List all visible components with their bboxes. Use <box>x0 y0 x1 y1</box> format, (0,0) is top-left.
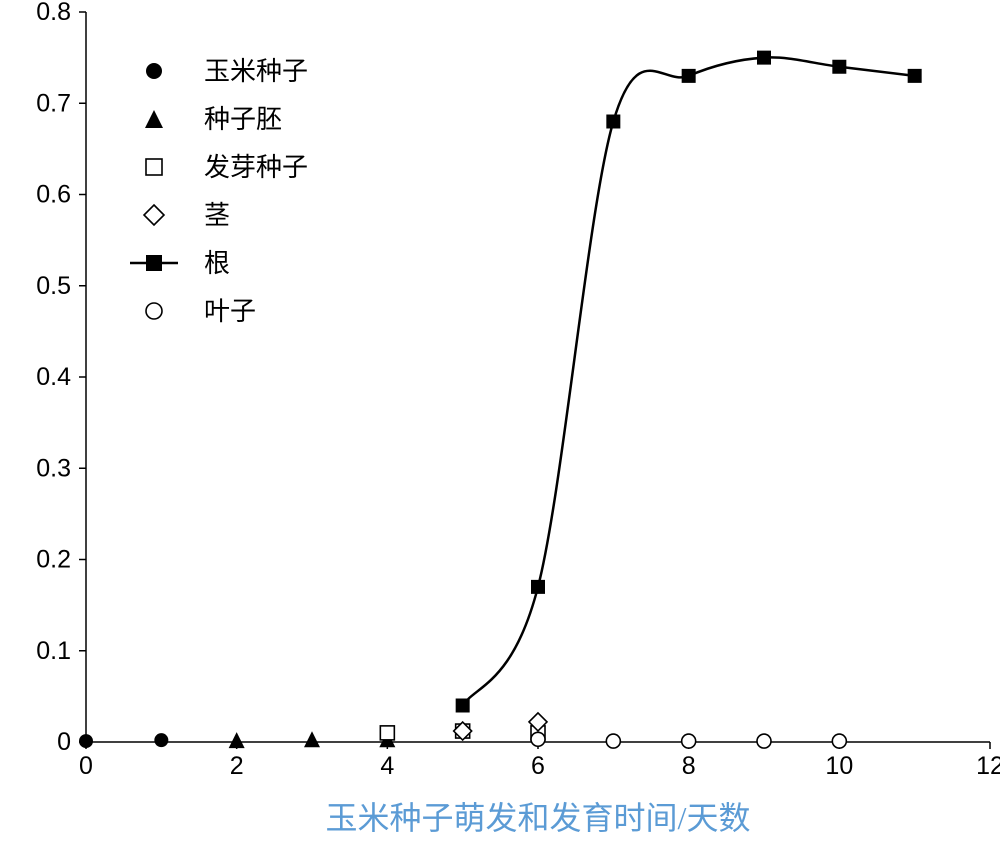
legend-label: 发芽种子 <box>204 153 308 182</box>
x-axis-label: 玉米种子萌发和发育时间/天数 <box>326 800 751 836</box>
x-tick-label: 6 <box>531 752 545 780</box>
chart-container: 0 0.1 0.2 0.3 0.4 0.5 0.6 0.7 0.8 0 2 4 6 8 10 12 玉米种子萌发… <box>0 0 1000 847</box>
y-tick-label: 0 <box>57 728 71 756</box>
y-tick-label: 0.1 <box>36 637 71 665</box>
legend-label: 叶子 <box>204 297 256 326</box>
legend-label: 根 <box>204 249 230 278</box>
x-tick-label: 8 <box>682 752 696 780</box>
x-tick-label: 12 <box>976 752 1000 780</box>
y-tick-label: 0.5 <box>36 272 71 300</box>
legend-label: 种子胚 <box>204 105 282 134</box>
x-tick-label: 2 <box>230 752 244 780</box>
x-tick-label: 0 <box>79 752 93 780</box>
y-tick-label: 0.7 <box>36 89 71 117</box>
y-tick-label: 0.8 <box>36 0 71 26</box>
y-tick-label: 0.6 <box>36 181 71 209</box>
x-tick-label: 4 <box>380 752 394 780</box>
y-tick-label: 0.3 <box>36 454 71 482</box>
x-tick-label: 10 <box>825 752 853 780</box>
legend-label: 玉米种子 <box>204 57 308 86</box>
legend-label: 茎 <box>204 201 230 230</box>
y-tick-label: 0.2 <box>36 546 71 574</box>
y-tick-label: 0.4 <box>36 363 71 391</box>
chart-svg: 0 0.1 0.2 0.3 0.4 0.5 0.6 0.7 0.8 0 2 4 6 8 10 12 玉米种子萌发… <box>0 0 1000 847</box>
